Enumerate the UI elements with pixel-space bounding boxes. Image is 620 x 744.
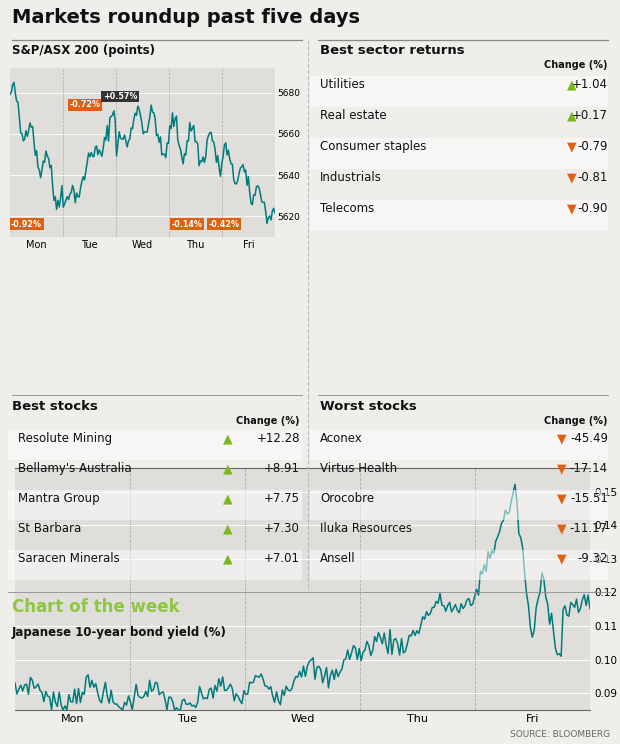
Text: +12.28: +12.28 <box>257 432 300 445</box>
Text: S&P/ASX 200 (points): S&P/ASX 200 (points) <box>12 44 155 57</box>
Text: ▲: ▲ <box>223 462 233 475</box>
Text: Best stocks: Best stocks <box>12 400 98 413</box>
Text: Best sector returns: Best sector returns <box>320 44 464 57</box>
Text: -11.17: -11.17 <box>570 522 608 535</box>
Text: Change (%): Change (%) <box>544 416 608 426</box>
Text: Telecoms: Telecoms <box>320 202 374 215</box>
Text: -9.32: -9.32 <box>577 552 608 565</box>
Text: ▲: ▲ <box>567 109 577 122</box>
Text: ▼: ▼ <box>557 552 567 565</box>
Text: Virtus Health: Virtus Health <box>320 462 397 475</box>
Text: Bellamy's Australia: Bellamy's Australia <box>18 462 131 475</box>
Text: ▼: ▼ <box>557 462 567 475</box>
Text: +0.17: +0.17 <box>572 109 608 122</box>
Text: -0.90: -0.90 <box>578 202 608 215</box>
Text: Ansell: Ansell <box>320 552 356 565</box>
Text: Resolute Mining: Resolute Mining <box>18 432 112 445</box>
Text: -0.42%: -0.42% <box>209 219 240 228</box>
Text: +8.91: +8.91 <box>264 462 300 475</box>
Text: ▲: ▲ <box>223 522 233 535</box>
Text: Utilities: Utilities <box>320 78 365 91</box>
Text: ▼: ▼ <box>567 140 577 153</box>
Text: Industrials: Industrials <box>320 171 382 184</box>
Text: Saracen Minerals: Saracen Minerals <box>18 552 120 565</box>
Text: Iluka Resources: Iluka Resources <box>320 522 412 535</box>
Text: +7.75: +7.75 <box>264 492 300 505</box>
Text: ▼: ▼ <box>567 171 577 184</box>
Text: -17.14: -17.14 <box>570 462 608 475</box>
Text: ▲: ▲ <box>567 78 577 91</box>
Text: ▼: ▼ <box>567 202 577 215</box>
Text: Mantra Group: Mantra Group <box>18 492 100 505</box>
Text: Change (%): Change (%) <box>236 416 300 426</box>
Text: -45.49: -45.49 <box>570 432 608 445</box>
Text: -0.14%: -0.14% <box>172 219 203 228</box>
Text: Real estate: Real estate <box>320 109 387 122</box>
Text: -15.51: -15.51 <box>570 492 608 505</box>
Text: +1.04: +1.04 <box>572 78 608 91</box>
Text: SOURCE: BLOOMBERG: SOURCE: BLOOMBERG <box>510 730 610 739</box>
Text: ▲: ▲ <box>223 552 233 565</box>
Text: Chart of the week: Chart of the week <box>12 598 180 616</box>
Text: Aconex: Aconex <box>320 432 363 445</box>
Text: -0.92%: -0.92% <box>11 219 42 228</box>
Text: ▼: ▼ <box>557 522 567 535</box>
Text: +7.30: +7.30 <box>264 522 300 535</box>
Text: +7.01: +7.01 <box>264 552 300 565</box>
Text: St Barbara: St Barbara <box>18 522 81 535</box>
Text: -0.79: -0.79 <box>577 140 608 153</box>
Text: Worst stocks: Worst stocks <box>320 400 417 413</box>
Text: ▼: ▼ <box>557 492 567 505</box>
Text: +0.57%: +0.57% <box>103 92 137 101</box>
Text: Change (%): Change (%) <box>544 60 608 70</box>
Text: ▲: ▲ <box>223 432 233 445</box>
Text: Orocobre: Orocobre <box>320 492 374 505</box>
Text: -0.72%: -0.72% <box>69 100 100 109</box>
Text: ▼: ▼ <box>557 432 567 445</box>
Text: Consumer staples: Consumer staples <box>320 140 427 153</box>
Text: Japanese 10-year bond yield (%): Japanese 10-year bond yield (%) <box>12 626 227 639</box>
Text: ▲: ▲ <box>223 492 233 505</box>
Text: Markets roundup past five days: Markets roundup past five days <box>12 8 360 27</box>
Text: -0.81: -0.81 <box>578 171 608 184</box>
